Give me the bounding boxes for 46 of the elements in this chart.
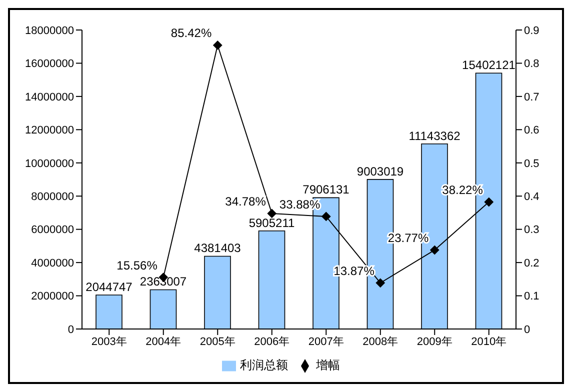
data-label: 34.78% — [225, 194, 266, 208]
y-tick-label: 14000000 — [25, 91, 74, 104]
y2-tick-label: 0.2 — [524, 257, 540, 270]
point — [267, 208, 276, 218]
y-tick-label: 8000000 — [31, 191, 74, 204]
x-tick-label: 2005年 — [200, 336, 236, 348]
y2-tick-label: 0.4 — [524, 191, 540, 204]
y2-tick-label: 0.1 — [524, 290, 540, 303]
data-label: 15402121 — [462, 58, 516, 72]
x-tick-label: 2006年 — [254, 336, 290, 348]
y-tick-label: 18000000 — [25, 24, 74, 37]
x-tick-label: 2008年 — [362, 336, 398, 348]
legend-label: 增幅 — [316, 358, 340, 372]
y2-tick-label: 0.5 — [524, 158, 540, 170]
data-label: 11143362 — [408, 128, 461, 143]
y-tick-label: 6000000 — [31, 224, 74, 236]
x-tick-label: 2010年 — [471, 336, 507, 348]
data-label: 5905211 — [248, 216, 295, 230]
y2-tick-label: 0.6 — [524, 124, 540, 137]
y-tick-label: 12000000 — [25, 124, 74, 137]
data-label: 15.56% — [116, 258, 158, 272]
y2-tick-label: 0.9 — [524, 24, 540, 37]
y2-tick-label: 0.3 — [524, 224, 540, 236]
data-label: 4381403 — [194, 241, 242, 256]
data-label: 2044747 — [86, 280, 133, 294]
y2-tick-label: 0.7 — [524, 91, 540, 104]
data-label: 85.42% — [170, 26, 212, 40]
x-tick-label: 2003年 — [91, 336, 127, 348]
data-label: 7906131 — [302, 182, 350, 197]
x-tick-label: 2009年 — [416, 336, 452, 348]
x-tick-label: 2004年 — [146, 336, 182, 348]
y2-tick-label: 0.8 — [524, 58, 540, 70]
point — [484, 198, 494, 207]
y-tick-label: 4000000 — [31, 257, 74, 270]
point — [213, 40, 222, 50]
point — [430, 246, 440, 255]
y2-tick-label: 0 — [524, 324, 530, 336]
y-tick-label: 10000000 — [25, 158, 74, 170]
y-tick-label: 2000000 — [31, 290, 74, 303]
y-tick-label: 0 — [68, 324, 74, 336]
x-tick-label: 2007年 — [308, 336, 344, 348]
point — [322, 212, 331, 221]
point — [376, 278, 385, 288]
data-label: 9003019 — [356, 164, 404, 178]
legend-label: 利润总额 — [240, 358, 288, 372]
y-tick-label: 16000000 — [25, 58, 74, 70]
